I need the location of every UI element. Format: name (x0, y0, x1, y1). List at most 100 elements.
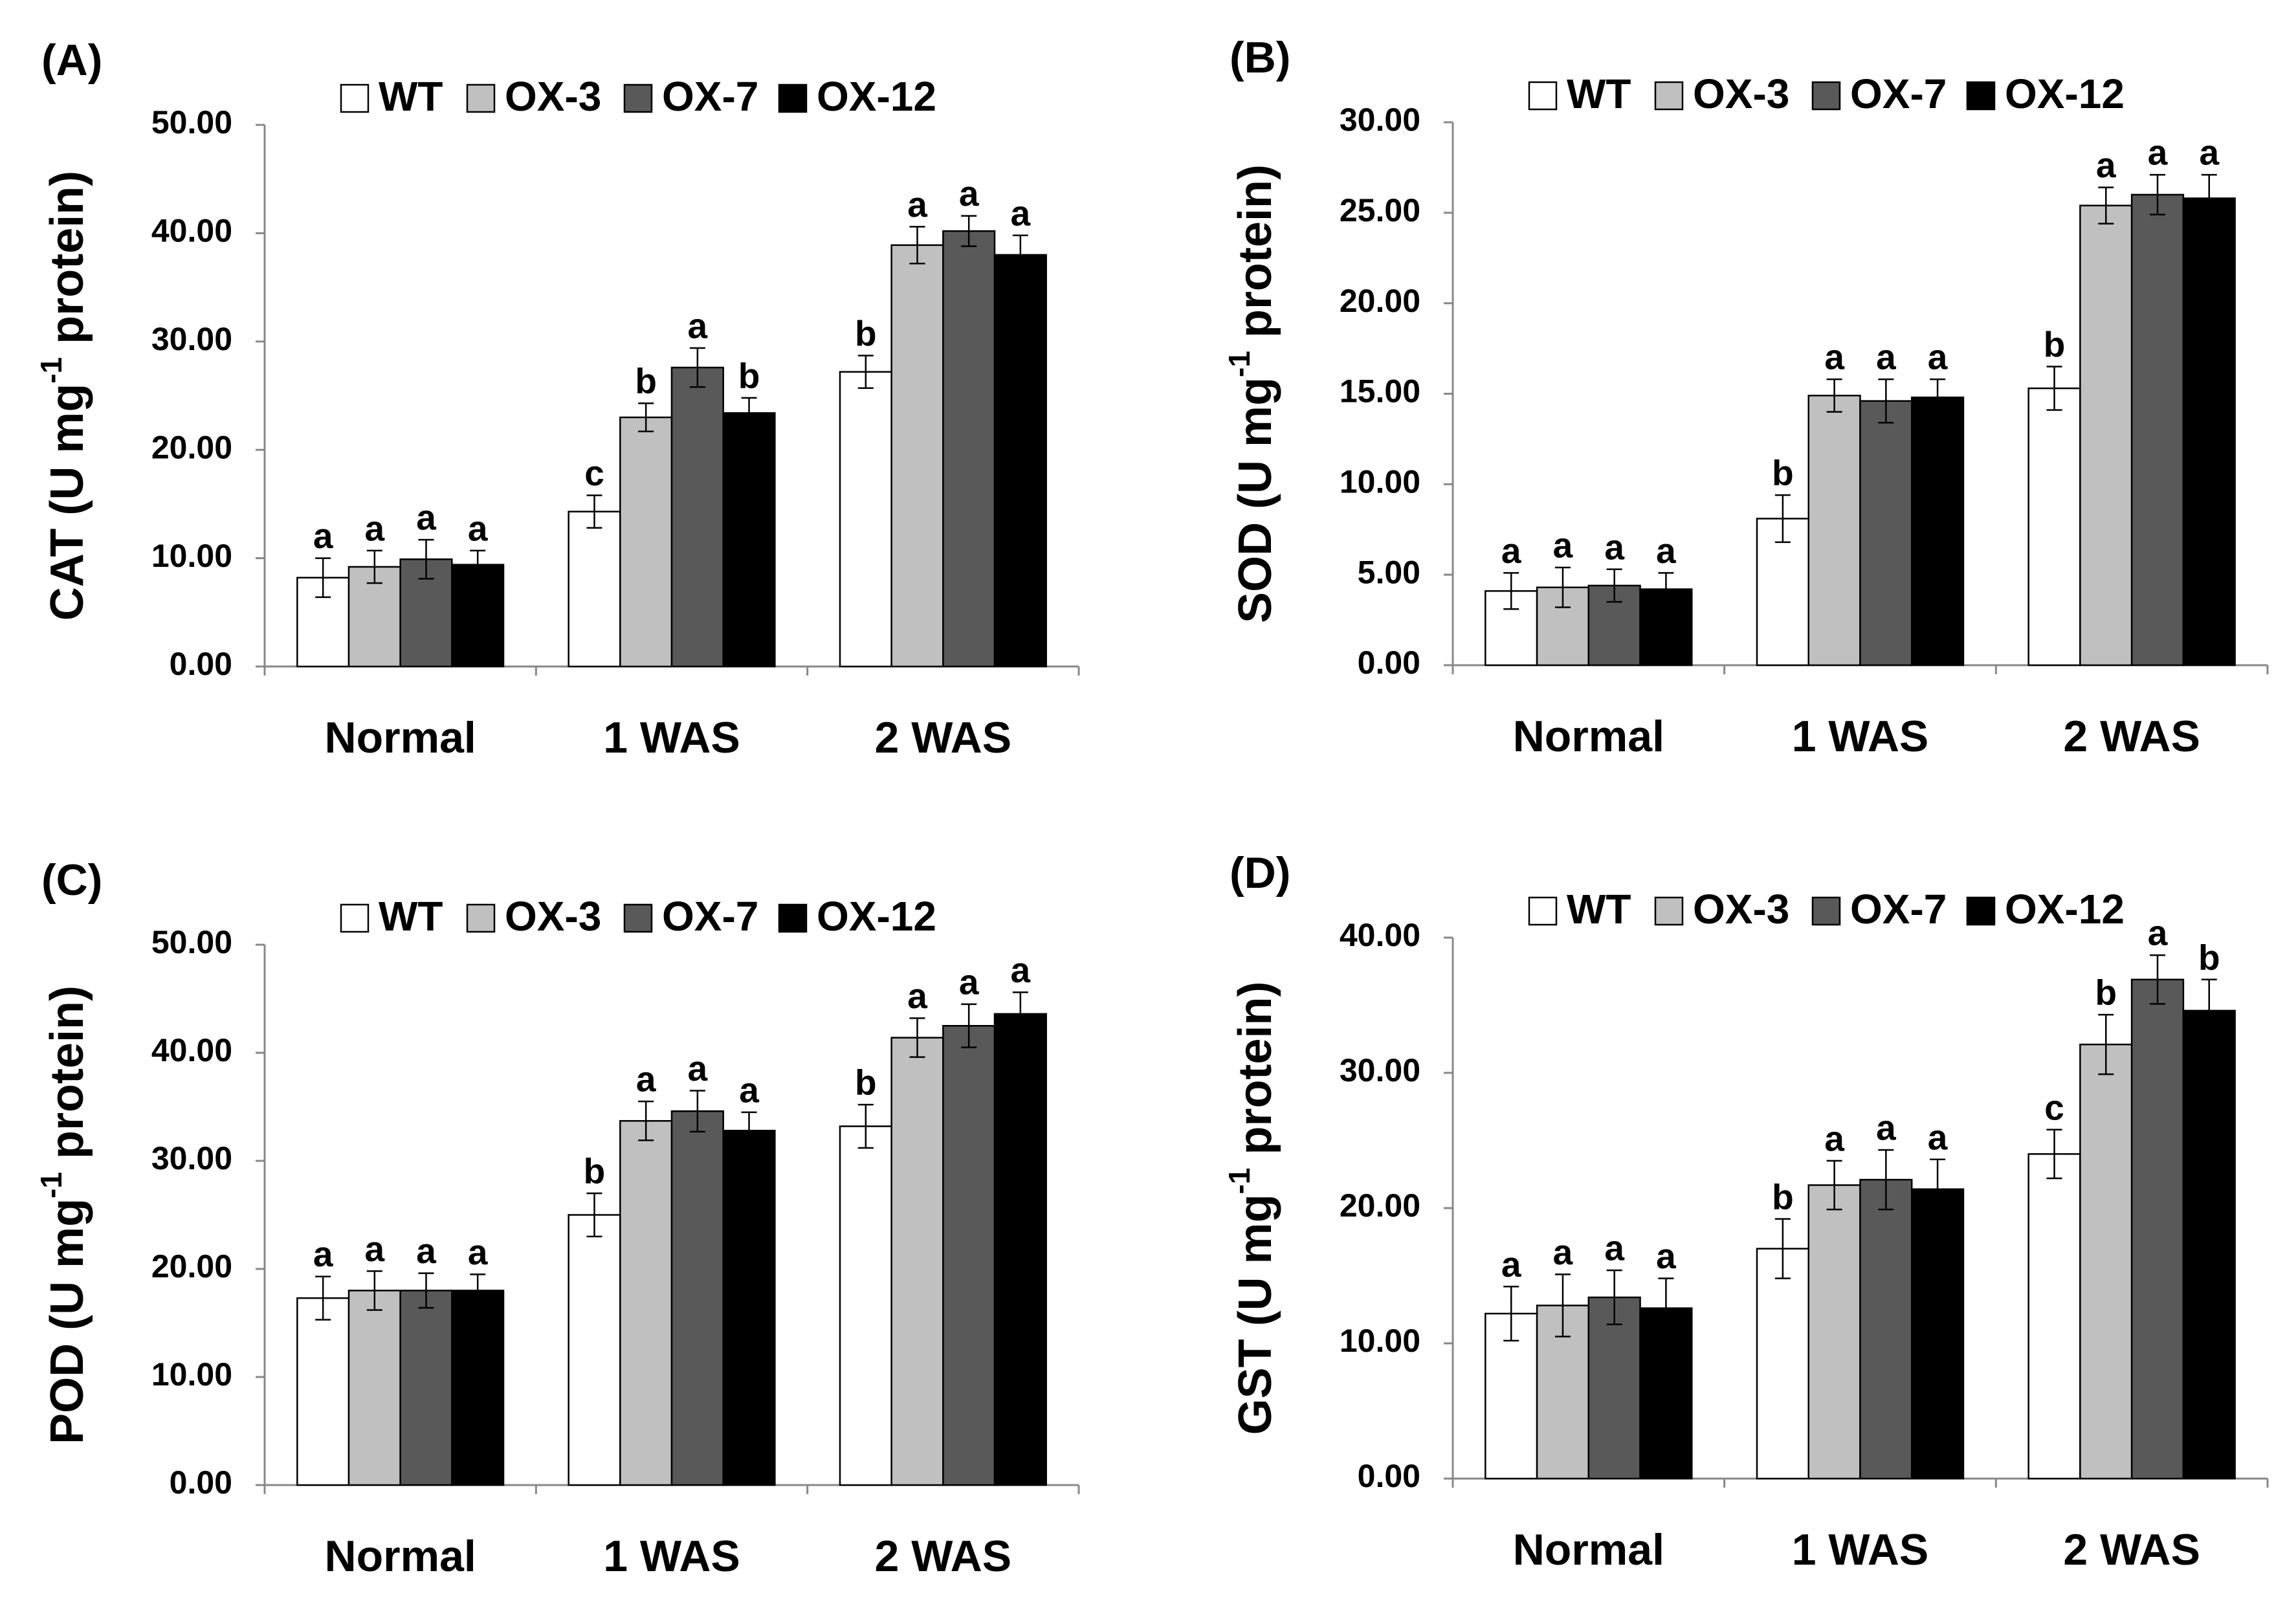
legend-label: OX-3 (505, 73, 601, 120)
significance-letter: b (1772, 453, 1794, 493)
y-tick-label: 10.00 (151, 1356, 232, 1393)
bar (890, 1037, 944, 1486)
x-tick-label: Normal (1513, 1525, 1664, 1574)
x-tick-label: 2 WAS (2063, 1525, 2200, 1574)
legend-label: WT (1567, 886, 1631, 932)
legend-swatch (623, 903, 653, 933)
error-bar (1012, 991, 1028, 1037)
y-tick-label: 30.00 (1340, 102, 1420, 138)
error-bar (961, 215, 977, 247)
bar (1587, 1296, 1641, 1480)
error-bar (1606, 1269, 1622, 1325)
x-tick-label: 1 WAS (1792, 712, 1929, 761)
significance-letter: a (468, 1232, 488, 1272)
error-bar (638, 402, 654, 432)
bar (2182, 197, 2236, 666)
legend-swatch (778, 903, 808, 933)
significance-letter: a (2148, 133, 2168, 173)
y-axis-label-part: protein) (1230, 982, 1281, 1168)
error-bar (586, 1192, 602, 1238)
y-axis-label-part: protein) (1230, 164, 1281, 351)
error-bar (2098, 186, 2114, 225)
bar (348, 1290, 401, 1486)
error-bar (1606, 568, 1622, 603)
error-bar (2201, 173, 2217, 223)
bar (722, 1129, 776, 1486)
y-tick-label: 30.00 (151, 1140, 232, 1176)
legend-swatch (1528, 81, 1558, 111)
bar (568, 1214, 621, 1486)
bar (1859, 1178, 1913, 1480)
significance-letter: a (313, 516, 333, 556)
significance-letter: a (959, 173, 979, 214)
significance-letter: a (1656, 1236, 1676, 1276)
y-axis-label: SOD (U mg-1 protein) (1222, 164, 1281, 623)
significance-letter: a (1656, 531, 1676, 571)
significance-letter: a (1928, 337, 1948, 377)
x-tick-label: 1 WAS (603, 713, 740, 762)
error-bar (470, 1273, 486, 1308)
y-axis-label-part: -1 (34, 1172, 68, 1198)
significance-letter: a (1876, 1108, 1896, 1148)
y-axis-label: CAT (U mg-1 protein) (34, 171, 93, 621)
significance-letter: a (1501, 531, 1521, 571)
error-bar (857, 355, 874, 390)
y-axis-label-part: -1 (1222, 351, 1256, 377)
error-bar (2046, 1129, 2062, 1180)
panel: (B) SOD (U mg-1 protein) 0.00 5.00 10.00 15.0… (1222, 33, 2269, 761)
error-bar (638, 1100, 654, 1141)
significance-letter: a (365, 508, 385, 548)
significance-letter: a (365, 1229, 385, 1269)
x-tick-label: 2 WAS (875, 713, 1012, 762)
panel: (C) POD (U mg-1 protein) 0.00 10.00 20.00 30.… (34, 855, 1080, 1581)
error-bar (741, 1111, 757, 1150)
bar (451, 564, 505, 668)
panel-label: (B) (1230, 33, 1290, 82)
error-bar (857, 1103, 874, 1149)
y-axis-label: POD (U mg-1 protein) (34, 986, 93, 1444)
bar (942, 230, 996, 668)
legend-swatch (623, 83, 653, 113)
significance-letter: c (2044, 1087, 2064, 1127)
y-axis-label-part: protein) (41, 986, 93, 1172)
error-bar (1826, 1160, 1842, 1211)
bar (451, 1290, 505, 1486)
y-axis-label-part: GST (U mg (1230, 1194, 1281, 1435)
bar (670, 366, 724, 668)
significance-letter: a (416, 1231, 436, 1271)
error-bar (1930, 378, 1946, 417)
bar (890, 244, 944, 668)
significance-letter: a (1011, 193, 1031, 233)
y-tick-label: 50.00 (151, 924, 232, 960)
significance-letter: a (313, 1234, 333, 1274)
legend-swatch (1966, 896, 1996, 926)
significance-letter: a (688, 1048, 708, 1088)
significance-letter: a (1553, 1232, 1573, 1272)
error-bar (366, 1270, 382, 1311)
legend-swatch (1528, 896, 1558, 926)
significance-letter: a (2096, 145, 2116, 185)
significance-letter: a (1501, 1244, 1521, 1284)
y-tick-label: 10.00 (151, 538, 232, 574)
bar (619, 1119, 673, 1486)
significance-letter: a (1928, 1117, 1948, 1157)
significance-letter: b (635, 361, 657, 401)
significance-letter: a (468, 508, 488, 548)
error-bar (2046, 366, 2062, 411)
y-tick-label: 25.00 (1340, 192, 1420, 228)
bar (2027, 1153, 2081, 1480)
bar (670, 1110, 724, 1486)
error-bar (1878, 1149, 1894, 1211)
bar (2182, 1009, 2236, 1480)
x-tick-label: 2 WAS (2063, 712, 2200, 761)
legend-swatch (466, 83, 496, 113)
error-bar (741, 397, 757, 429)
x-tick-label: 1 WAS (1792, 1525, 1929, 1574)
significance-letter: a (1824, 337, 1844, 377)
error-bar (1878, 378, 1894, 424)
error-bar (909, 1017, 925, 1058)
legend-swatch (1811, 896, 1841, 926)
x-tick-label: Normal (325, 713, 476, 762)
y-tick-label: 40.00 (151, 1032, 232, 1068)
error-bar (1503, 1285, 1519, 1342)
